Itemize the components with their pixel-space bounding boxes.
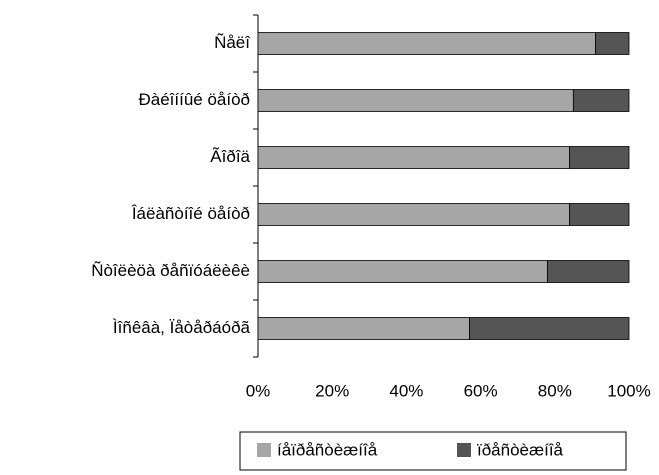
bar-segment (469, 317, 630, 340)
x-tick-label: 40% (389, 381, 423, 400)
x-tick-label: 100% (607, 381, 650, 400)
y-tick-label: Ìîñêâà, Ïåòåðáóðã (113, 318, 251, 337)
x-tick-label: 80% (538, 381, 572, 400)
bar-segment (546, 260, 630, 283)
bar-segment (257, 89, 574, 112)
bar-segment (257, 203, 571, 226)
y-tick-label: Ðàéîííûé öåíòð (138, 90, 250, 109)
x-tick-label: 60% (464, 381, 498, 400)
x-tick-label: 20% (315, 381, 349, 400)
legend-label: íåïðåñòèæíîå (277, 440, 378, 459)
bar-segment (595, 32, 630, 55)
legend-swatch (257, 443, 271, 457)
bar-segment (257, 260, 548, 283)
y-tick-label: Ñåëî (214, 33, 251, 52)
y-tick-label: Îáëàñòíîé öåíòð (131, 204, 250, 223)
bar-segment (572, 89, 630, 112)
legend-swatch (457, 443, 471, 457)
bar-segment (257, 317, 470, 340)
y-tick-label: Ñòîëèöà ðåñïóáëèêè (91, 261, 250, 280)
bar-segment (569, 203, 630, 226)
legend-label: ïðåñòèæíîå (477, 440, 564, 459)
x-tick-label: 0% (246, 381, 271, 400)
bar-segment (569, 146, 630, 169)
bar-segment (257, 32, 597, 55)
y-tick-label: Ãîðîä (210, 147, 250, 166)
legend-box (239, 431, 627, 471)
bar-segment (257, 146, 571, 169)
